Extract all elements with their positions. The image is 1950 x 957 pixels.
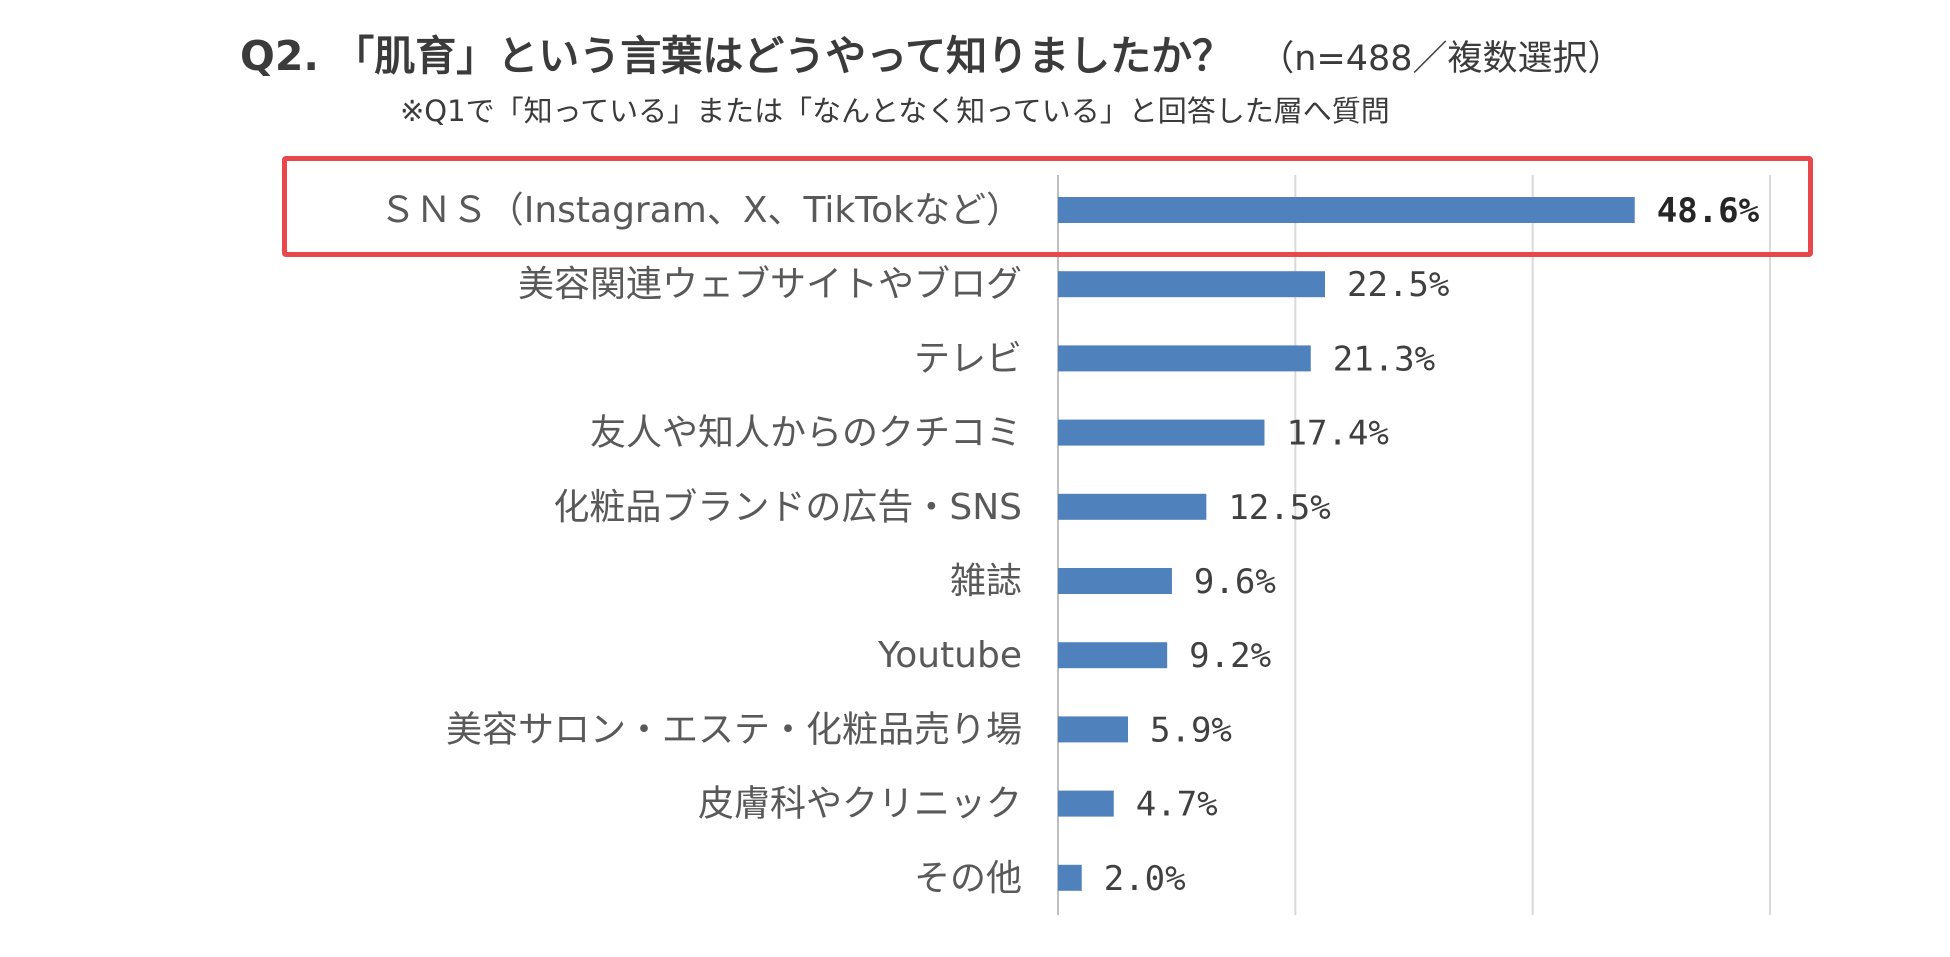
bar bbox=[1058, 345, 1311, 372]
value-label: 4.7% bbox=[1136, 785, 1218, 825]
value-label: 12.5% bbox=[1228, 488, 1330, 528]
value-label: 48.6% bbox=[1657, 191, 1760, 231]
bar bbox=[1058, 642, 1168, 669]
bar bbox=[1058, 864, 1082, 891]
category-label: 雑誌 bbox=[950, 561, 1022, 602]
category-label: テレビ bbox=[914, 338, 1022, 379]
value-label: 9.2% bbox=[1189, 636, 1271, 676]
value-label: 21.3% bbox=[1333, 339, 1435, 379]
category-label: 友人や知人からのクチコミ bbox=[590, 413, 1022, 454]
category-label: 美容サロン・エステ・化粧品売り場 bbox=[446, 709, 1022, 750]
chart-title-row: Q2. 「肌育」という言葉はどうやって知りましたか？ （n=488／複数選択） bbox=[240, 22, 1623, 82]
value-label: 22.5% bbox=[1347, 265, 1449, 305]
category-label: Youtube bbox=[877, 635, 1022, 676]
bar bbox=[1058, 197, 1635, 223]
category-label: 化粧品ブランドの広告・SNS bbox=[553, 487, 1022, 528]
highlight-box bbox=[282, 156, 1813, 257]
category-label: その他 bbox=[914, 858, 1022, 899]
bar bbox=[1058, 419, 1265, 446]
bar bbox=[1058, 493, 1207, 520]
value-label: 2.0% bbox=[1104, 859, 1186, 899]
category-label: 美容関連ウェブサイトやブログ bbox=[518, 264, 1022, 305]
bar bbox=[1058, 271, 1325, 298]
bar bbox=[1058, 716, 1129, 743]
category-label: ＳＮＳ（Instagram、X、TikTokなど） bbox=[380, 190, 1022, 231]
bar bbox=[1058, 568, 1172, 594]
chart-title: Q2. 「肌育」という言葉はどうやって知りましたか？ bbox=[240, 32, 1234, 80]
value-label: 5.9% bbox=[1150, 710, 1232, 750]
category-label: 皮膚科やクリニック bbox=[698, 784, 1022, 825]
value-label: 17.4% bbox=[1286, 414, 1388, 454]
bar bbox=[1058, 790, 1114, 817]
chart-subtitle: ※Q1で「知っている」または「なんとなく知っている」と回答した層へ質問 bbox=[400, 94, 1390, 128]
value-label: 9.6% bbox=[1194, 562, 1276, 602]
chart-sample-note: （n=488／複数選択） bbox=[1259, 39, 1623, 79]
